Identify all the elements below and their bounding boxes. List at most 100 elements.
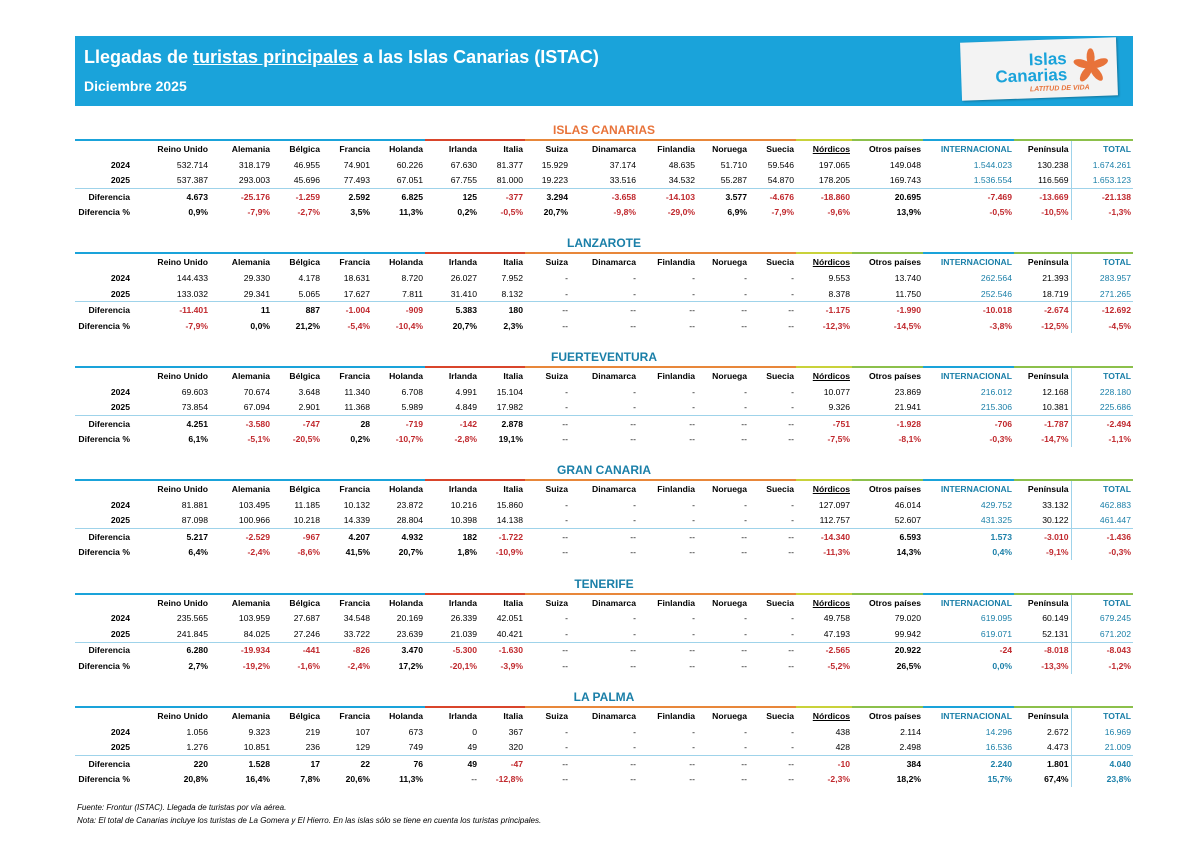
cell: -	[692, 499, 695, 510]
cell: 532.714	[176, 159, 208, 170]
cell: 1.544.023	[973, 159, 1012, 170]
cell: 4.991	[455, 386, 477, 397]
cell: -2.494	[1070, 415, 1133, 432]
cell: --	[562, 547, 568, 558]
column-header: Francia	[322, 592, 372, 611]
cell: 671.202	[1070, 626, 1133, 643]
cell: 182	[462, 531, 477, 542]
row-label: Diferencia	[88, 758, 130, 769]
column-header: Bélgica	[272, 365, 322, 384]
cell: -12,8%	[495, 774, 523, 785]
cell: 33.132	[1042, 499, 1069, 510]
cell: 19,1%	[498, 434, 523, 445]
section-title: LANZAROTE	[567, 236, 641, 251]
row-label: Diferencia %	[78, 547, 130, 558]
cell: -	[570, 285, 638, 303]
column-header: Noruega	[697, 252, 749, 271]
cell: 2,7%	[188, 660, 208, 671]
cell: -14.103	[665, 191, 695, 202]
column-header: Finlandia	[638, 139, 697, 157]
cell: 619.095	[980, 613, 1012, 624]
cell: -	[565, 726, 568, 737]
cell: 31.410	[425, 285, 479, 303]
row-label: 2025	[75, 285, 132, 303]
cell: 10.851	[210, 739, 272, 756]
cell: 318.179	[238, 159, 270, 170]
cell: -9,8%	[613, 207, 636, 218]
cell: 2.901	[272, 399, 322, 416]
cell: 48.635	[668, 159, 695, 170]
cell: 55.287	[697, 172, 749, 189]
cell: -	[791, 613, 794, 624]
cell: 34.548	[343, 613, 370, 624]
column-header: Dinamarca	[570, 365, 638, 384]
cell: -	[744, 273, 747, 284]
cell: -	[749, 285, 796, 303]
data-row: Diferencia 4.251 -3.580 -747 28 -719 -142 2.878…	[75, 415, 1133, 432]
row-label: Diferencia	[88, 531, 130, 542]
cell: 34.532	[638, 172, 697, 189]
cell: -	[570, 739, 638, 756]
cell: -7,9%	[185, 320, 208, 331]
cell: 1.536.554	[923, 172, 1014, 189]
cell: 12.168	[1042, 386, 1069, 397]
data-row: Diferencia 4.673 -25.176 -1.259 2.592 6.825 12…	[75, 188, 1133, 205]
cell: -747	[302, 418, 320, 429]
cell: --	[788, 660, 794, 671]
cell: 103.959	[238, 613, 270, 624]
column-header: Suiza	[525, 479, 570, 498]
data-row: 2025 537.387 293.003 45.696 77.493 67.051 67.7…	[75, 172, 1133, 189]
row-label: 2025	[75, 626, 132, 643]
cell: 10.216	[450, 499, 477, 510]
cell: 29.341	[210, 285, 272, 303]
cell: 20.922	[894, 645, 921, 656]
cell: 0	[472, 726, 477, 737]
cell: -967	[302, 531, 320, 542]
cell: --	[630, 531, 636, 542]
column-header: Bélgica	[272, 139, 322, 157]
cell: -13.669	[1039, 191, 1069, 202]
cell: -	[697, 399, 749, 416]
cell: 81.377	[496, 159, 523, 170]
cell: --	[630, 418, 636, 429]
cell: --	[689, 758, 695, 769]
column-header: Alemania	[210, 139, 272, 157]
cell: --	[689, 774, 695, 785]
row-label: 2025	[75, 172, 132, 189]
column-header: Suecia	[749, 706, 796, 724]
data-row: 2024 81.881 103.495 11.185 10.132 23.872 10.21…	[75, 497, 1133, 513]
cell: 26.339	[450, 613, 477, 624]
cell: --	[630, 660, 636, 671]
cell: 429.752	[980, 499, 1012, 510]
data-row: 2025 241.845 84.025 27.246 33.722 23.639 21.03…	[75, 626, 1133, 643]
cell: --	[562, 758, 568, 769]
row-label: Diferencia %	[78, 660, 130, 671]
column-header: Dinamarca	[570, 479, 638, 498]
cell: 11.750	[852, 285, 923, 303]
cell: 49.758	[823, 613, 850, 624]
column-header: Bélgica	[272, 592, 322, 611]
cell: --	[630, 547, 636, 558]
cell: -	[633, 499, 636, 510]
cell: 40.421	[479, 626, 525, 643]
data-row: Diferencia % 2,7% -19,2% -1,6% -2,4% 17,2% -20…	[75, 658, 1133, 674]
cell: --	[788, 434, 794, 445]
cell: -	[697, 626, 749, 643]
cell: 5.383	[455, 305, 477, 316]
section: GRAN CANARIA Reino Unido Alemania Bélgica Fr…	[75, 461, 1133, 561]
cell: -	[633, 273, 636, 284]
column-header: Francia	[322, 706, 372, 724]
cell: -11,3%	[823, 547, 850, 558]
cell: 6,9%	[727, 207, 747, 218]
column-header: Nórdicos	[796, 592, 852, 611]
column-header: Noruega	[697, 706, 749, 724]
cell: -1.990	[896, 305, 921, 316]
cell: --	[471, 774, 477, 785]
cell: -377	[505, 191, 523, 202]
cell: 51.710	[720, 159, 747, 170]
cell: 11.368	[322, 399, 372, 416]
column-header: Noruega	[697, 365, 749, 384]
cell: 887	[305, 305, 320, 316]
cell: --	[741, 758, 747, 769]
column-header: Italia	[479, 706, 525, 724]
